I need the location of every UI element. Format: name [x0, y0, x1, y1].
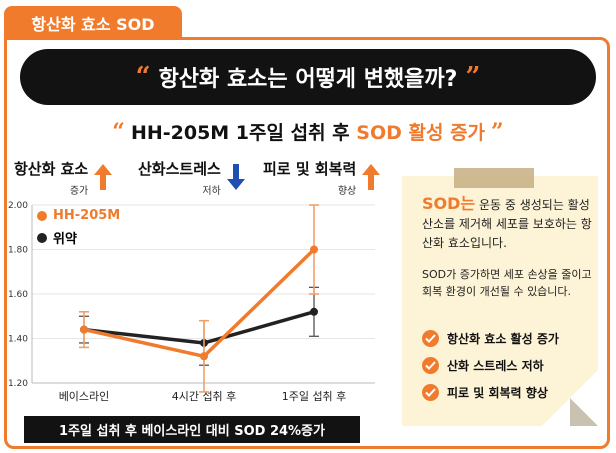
note-highlight: SOD는 [422, 194, 476, 213]
info-note: SOD는 운동 중 생성되는 활성산소를 제거해 세포를 보호하는 항산화 효소… [402, 168, 598, 426]
legend-dot [37, 210, 47, 221]
y-tick-label: 1.40 [8, 335, 28, 345]
arrow-up-icon [94, 164, 113, 190]
subtitle-open-quote: “ [112, 119, 125, 145]
y-tick-label: 2.00 [8, 201, 28, 211]
x-tick-label: 베이스라인 [59, 390, 110, 403]
data-point [200, 352, 208, 361]
data-point [310, 245, 318, 254]
legend-item-hh205m: HH-205M [37, 208, 120, 223]
series-line-hh205m [83, 248, 316, 359]
indicator-sub: 향상 [337, 186, 357, 197]
subtitle-close-quote: ” [491, 119, 504, 145]
indicator-label: 산화스트레스 [138, 160, 221, 178]
close-quote: ” [465, 62, 481, 92]
y-tick-label: 1.60 [8, 290, 28, 300]
check-label: 산화 스트레스 저하 [447, 359, 544, 373]
data-point [310, 307, 318, 316]
chart-caption: 1주일 섭취 후 베이스라인 대비 SOD 24%증가 [24, 416, 360, 443]
indicator-label: 피로 및 회복력 [263, 160, 357, 178]
open-quote: “ [135, 62, 151, 92]
note-paragraph-2: SOD가 증가하면 세포 손상을 줄이고 회복 환경이 개선될 수 있습니다. [422, 268, 592, 298]
check-label: 항산화 효소 활성 증가 [447, 332, 559, 346]
check-label: 피로 및 회복력 향상 [447, 386, 548, 400]
sod-line-chart: 2.00 1.80 1.60 1.40 1.20 베이스라인 4시간 섭취 후 1주일 섭취 … [8, 201, 375, 403]
chart-legend: HH-205M 위약 [37, 208, 120, 252]
check-item: 항산화 효소 활성 증가 [422, 330, 559, 347]
legend-dot [37, 232, 47, 243]
data-point [80, 325, 88, 334]
note-p1-text: 운동 중 생성되는 활성산소를 제거해 세포를 보호하는 항산화 효소입니다. [422, 198, 592, 250]
section-tab-label: 항산화 효소 SOD [31, 15, 155, 34]
tape-decoration [454, 168, 534, 188]
x-tick-label: 4시간 섭취 후 [172, 390, 237, 403]
indicator-sub: 증가 [69, 186, 89, 197]
indicator-sub: 저하 [202, 186, 221, 197]
chart-subtitle: “HH-205M 1주일 섭취 후 SOD 활성 증가” [0, 118, 616, 145]
note-paragraph-1: SOD는 운동 중 생성되는 활성산소를 제거해 세포를 보호하는 항산화 효소… [422, 194, 592, 253]
headline-text: 항산화 효소는 어떻게 변했을까? [158, 67, 458, 92]
section-tab: 항산화 효소 SOD [4, 6, 182, 40]
arrow-up-icon [362, 164, 381, 190]
legend-item-placebo: 위약 [37, 228, 120, 247]
check-item: 산화 스트레스 저하 [422, 357, 544, 374]
check-icon [422, 384, 439, 401]
check-item: 피로 및 회복력 향상 [422, 384, 548, 401]
legend-label: 위약 [53, 232, 77, 247]
subtitle-highlight: SOD 활성 증가 [356, 122, 486, 144]
legend-label: HH-205M [53, 208, 121, 223]
arrow-down-icon [226, 164, 245, 190]
subtitle-prefix: HH-205M 1주일 섭취 후 [130, 122, 357, 144]
check-icon [422, 330, 439, 347]
indicator-label: 항산화 효소 [14, 160, 89, 178]
headline-banner: “ 항산화 효소는 어떻게 변했을까? ” [20, 49, 596, 105]
check-icon [422, 357, 439, 374]
x-tick-label: 1주일 섭취 후 [282, 389, 347, 403]
page-fold-shadow [570, 398, 598, 426]
y-tick-label: 1.80 [8, 246, 28, 256]
y-tick-label: 1.20 [8, 379, 28, 389]
